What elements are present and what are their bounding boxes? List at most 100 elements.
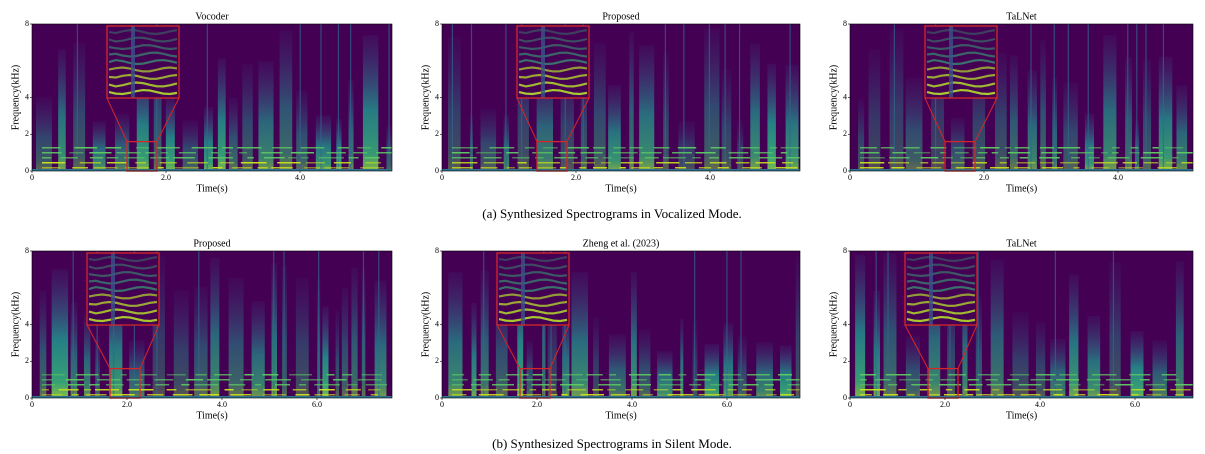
- harmonic: [1074, 394, 1085, 396]
- panel-title: Proposed: [602, 11, 639, 22]
- harmonic: [517, 384, 525, 386]
- harmonic: [325, 167, 349, 169]
- onset: [894, 24, 895, 171]
- harmonic: [603, 157, 612, 159]
- harmonic: [265, 379, 291, 381]
- harmonic: [116, 152, 141, 154]
- harmonic: [519, 379, 541, 381]
- onset: [388, 24, 389, 171]
- harmonic: [158, 167, 164, 169]
- spectrogram-panel: [850, 251, 1198, 398]
- harmonic: [673, 389, 682, 391]
- harmonic: [186, 379, 203, 381]
- harmonic: [507, 167, 515, 169]
- x-tick-label: 0: [848, 173, 852, 182]
- harmonic: [678, 147, 696, 149]
- harmonic: [576, 379, 588, 381]
- energy-band: [639, 330, 650, 398]
- harmonic: [609, 374, 616, 376]
- harmonic: [727, 389, 736, 391]
- harmonic: [1157, 167, 1176, 169]
- energy-band: [1176, 261, 1184, 398]
- harmonic: [689, 384, 701, 386]
- x-tick-label: 4.0: [295, 173, 305, 182]
- onset: [1145, 24, 1146, 171]
- energy-band: [472, 303, 477, 398]
- harmonic: [976, 394, 993, 396]
- harmonic: [554, 157, 577, 159]
- y-tick-label: 2: [435, 129, 439, 138]
- harmonic: [185, 389, 211, 391]
- harmonic: [319, 157, 344, 159]
- onset: [683, 24, 684, 171]
- harmonic: [1097, 394, 1118, 396]
- harmonic: [537, 167, 556, 169]
- x-tick-label: 0: [440, 400, 444, 409]
- harmonic: [481, 167, 498, 169]
- harmonic: [920, 389, 932, 391]
- harmonic: [1088, 157, 1100, 159]
- harmonic: [107, 162, 128, 164]
- harmonic: [195, 374, 206, 376]
- spectrogram: [32, 24, 393, 171]
- harmonic: [1166, 162, 1176, 164]
- y-tick-label: 0: [435, 393, 439, 402]
- y-tick-label: 4: [25, 319, 29, 328]
- energy-band: [204, 107, 213, 171]
- onset: [739, 24, 740, 171]
- harmonic: [72, 167, 88, 169]
- harmonic: [229, 384, 246, 386]
- energy-band: [680, 319, 683, 398]
- harmonic: [1056, 379, 1079, 381]
- harmonic: [764, 384, 773, 386]
- energy-band: [678, 121, 694, 171]
- harmonic: [860, 152, 879, 154]
- harmonic: [601, 379, 621, 381]
- harmonic: [474, 379, 493, 381]
- harmonic: [985, 379, 997, 381]
- harmonic: [568, 389, 586, 391]
- x-tick-label: 4.0: [1035, 400, 1045, 409]
- y-tick-label: 8: [435, 19, 439, 28]
- harmonic: [543, 147, 558, 149]
- harmonic: [314, 394, 335, 396]
- caption: (b) Synthesized Spectrograms in Silent M…: [492, 436, 732, 451]
- harmonic: [347, 384, 357, 386]
- harmonic: [580, 152, 602, 154]
- harmonic: [891, 167, 904, 169]
- harmonic: [781, 152, 787, 154]
- x-tick-label: 0: [440, 173, 444, 182]
- harmonic: [630, 147, 643, 149]
- harmonic: [956, 167, 980, 169]
- harmonic: [365, 162, 381, 164]
- harmonic: [787, 157, 805, 159]
- harmonic: [645, 157, 659, 159]
- harmonic: [1101, 152, 1108, 154]
- onset: [350, 24, 351, 171]
- onset: [483, 251, 484, 398]
- harmonic: [222, 147, 233, 149]
- harmonic: [89, 152, 111, 154]
- harmonic: [978, 374, 1000, 376]
- harmonic: [1149, 389, 1165, 391]
- harmonic: [69, 152, 83, 154]
- harmonic: [710, 162, 727, 164]
- onset: [378, 251, 379, 398]
- harmonic: [579, 167, 586, 169]
- onset: [789, 24, 790, 171]
- harmonic: [360, 167, 384, 169]
- harmonic: [1000, 157, 1009, 159]
- harmonic: [156, 147, 180, 149]
- harmonic: [476, 152, 502, 154]
- harmonic: [976, 157, 985, 159]
- harmonic: [585, 157, 598, 159]
- harmonic: [76, 374, 99, 376]
- harmonic: [86, 394, 106, 396]
- x-tick-label: 6.0: [312, 400, 322, 409]
- energy-band: [351, 268, 357, 398]
- harmonic: [1108, 157, 1130, 159]
- energy-band: [93, 121, 106, 171]
- harmonic: [533, 374, 543, 376]
- x-tick-label: 4.0: [627, 400, 637, 409]
- panel-title: TaLNet: [1006, 238, 1037, 249]
